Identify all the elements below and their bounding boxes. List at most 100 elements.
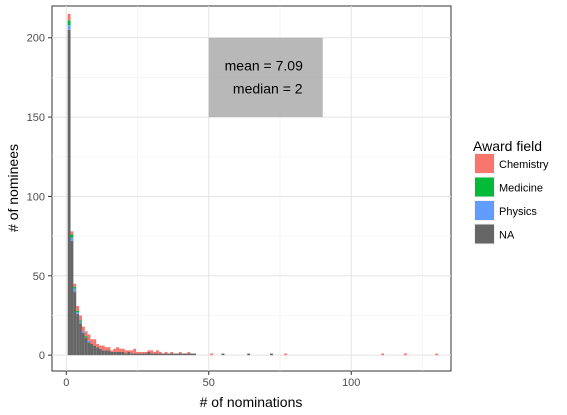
bar-na-28 bbox=[144, 353, 148, 356]
y-axis: 0 50 100 150 200 bbox=[27, 33, 52, 362]
bar-chemistry-111 bbox=[381, 353, 385, 356]
bar-chemistry-13 bbox=[101, 345, 105, 351]
bar-na-1 bbox=[67, 29, 71, 356]
legend-label-physics: Physics bbox=[499, 206, 537, 218]
bar-na-23 bbox=[130, 353, 134, 356]
bar-na-25 bbox=[136, 353, 139, 356]
bar-chemistry-28 bbox=[144, 351, 148, 354]
bar-na-39 bbox=[175, 353, 179, 356]
bar-na-4 bbox=[76, 313, 80, 356]
bar-chemistry-26 bbox=[138, 351, 142, 354]
legend-key-na bbox=[475, 224, 494, 244]
bar-na-15 bbox=[107, 350, 111, 356]
bar-na-38 bbox=[173, 353, 176, 356]
y-tick-label: 200 bbox=[27, 33, 45, 45]
bar-na-12 bbox=[99, 348, 102, 356]
bar-chemistry-33 bbox=[158, 351, 162, 354]
bar-na-6 bbox=[81, 332, 85, 356]
bar-chemistry-10 bbox=[93, 339, 97, 346]
bar-chemistry-14 bbox=[104, 347, 108, 351]
bar-na-7 bbox=[84, 337, 88, 356]
bar-physics-6 bbox=[81, 331, 85, 333]
bar-chemistry-17 bbox=[113, 348, 117, 352]
bar-chemistry-35 bbox=[164, 351, 168, 354]
histogram-bars bbox=[67, 13, 439, 356]
bar-na-5 bbox=[79, 323, 82, 356]
bar-na-26 bbox=[138, 353, 142, 356]
bar-physics-8 bbox=[87, 340, 91, 343]
bar-chemistry-23 bbox=[130, 350, 134, 354]
annotation-mean: mean = 7.09 bbox=[225, 58, 303, 74]
x-tick-label: 0 bbox=[63, 377, 69, 389]
bar-na-9 bbox=[90, 344, 94, 356]
bar-na-20 bbox=[121, 351, 125, 356]
bar-chemistry-15 bbox=[107, 347, 111, 351]
bar-chemistry-9 bbox=[90, 339, 94, 345]
bar-medicine-5 bbox=[79, 320, 82, 322]
bar-chemistry-5 bbox=[79, 315, 82, 321]
bar-chemistry-12 bbox=[99, 345, 102, 349]
bar-na-14 bbox=[104, 350, 108, 356]
bar-chemistry-1 bbox=[67, 13, 71, 21]
bar-chemistry-43 bbox=[187, 351, 191, 354]
bar-na-2 bbox=[70, 240, 74, 356]
bar-physics-4 bbox=[76, 312, 80, 314]
bar-na-36 bbox=[167, 353, 171, 356]
bar-medicine-7 bbox=[84, 336, 88, 338]
bar-na-3 bbox=[73, 291, 77, 356]
bar-chemistry-19 bbox=[118, 348, 122, 352]
bar-chemistry-6 bbox=[81, 326, 85, 332]
y-tick-label: 150 bbox=[27, 112, 45, 124]
bar-chemistry-24 bbox=[133, 348, 137, 354]
bar-na-32 bbox=[156, 353, 159, 356]
bar-na-18 bbox=[116, 351, 119, 356]
x-axis: 0 50 100 bbox=[63, 371, 360, 389]
legend-key-chemistry bbox=[475, 154, 494, 173]
bar-chemistry-30 bbox=[150, 350, 154, 354]
bar-na-13 bbox=[101, 350, 105, 356]
bar-chemistry-7 bbox=[84, 331, 88, 337]
bar-na-10 bbox=[93, 345, 97, 356]
bar-na-8 bbox=[87, 342, 91, 356]
y-tick-label: 0 bbox=[39, 350, 45, 362]
bar-chemistry-4 bbox=[76, 305, 80, 311]
bar-na-55 bbox=[221, 353, 225, 356]
legend: Award field Chemistry Medicine Physics NA bbox=[473, 138, 549, 245]
bar-na-37 bbox=[170, 353, 174, 356]
bar-physics-3 bbox=[73, 288, 77, 292]
bar-na-30 bbox=[150, 353, 154, 356]
bar-na-16 bbox=[110, 351, 114, 356]
bar-chemistry-20 bbox=[121, 348, 125, 352]
bar-chemistry-37 bbox=[170, 351, 174, 354]
legend-label-na: NA bbox=[499, 230, 515, 242]
bar-na-44 bbox=[190, 353, 194, 356]
bar-chemistry-22 bbox=[127, 350, 131, 352]
bar-na-22 bbox=[127, 351, 131, 356]
bar-na-19 bbox=[118, 351, 122, 356]
bar-na-43 bbox=[187, 353, 191, 356]
bar-chemistry-16 bbox=[110, 350, 114, 352]
bar-na-42 bbox=[184, 353, 188, 356]
bar-chemistry-77 bbox=[284, 353, 288, 356]
y-tick-label: 50 bbox=[33, 271, 45, 283]
bar-physics-1 bbox=[67, 25, 71, 30]
bar-chemistry-31 bbox=[153, 351, 157, 354]
bar-chemistry-27 bbox=[141, 351, 145, 354]
legend-title: Award field bbox=[473, 138, 542, 154]
legend-label-medicine: Medicine bbox=[499, 183, 543, 195]
y-tick-label: 100 bbox=[27, 191, 45, 203]
bar-medicine-2 bbox=[70, 234, 74, 238]
bar-chemistry-2 bbox=[70, 231, 74, 235]
bar-na-21 bbox=[124, 353, 128, 356]
x-axis-title: # of nominations bbox=[200, 394, 303, 410]
bar-na-34 bbox=[161, 353, 165, 356]
bar-physics-5 bbox=[79, 321, 82, 324]
x-tick-label: 50 bbox=[203, 377, 215, 389]
legend-key-physics bbox=[475, 201, 494, 220]
stats-annotation: mean = 7.09 median = 2 bbox=[208, 37, 323, 118]
bar-chemistry-18 bbox=[116, 347, 119, 352]
bar-chemistry-25 bbox=[136, 351, 139, 354]
bar-na-27 bbox=[141, 353, 145, 356]
bar-chemistry-21 bbox=[124, 350, 128, 354]
